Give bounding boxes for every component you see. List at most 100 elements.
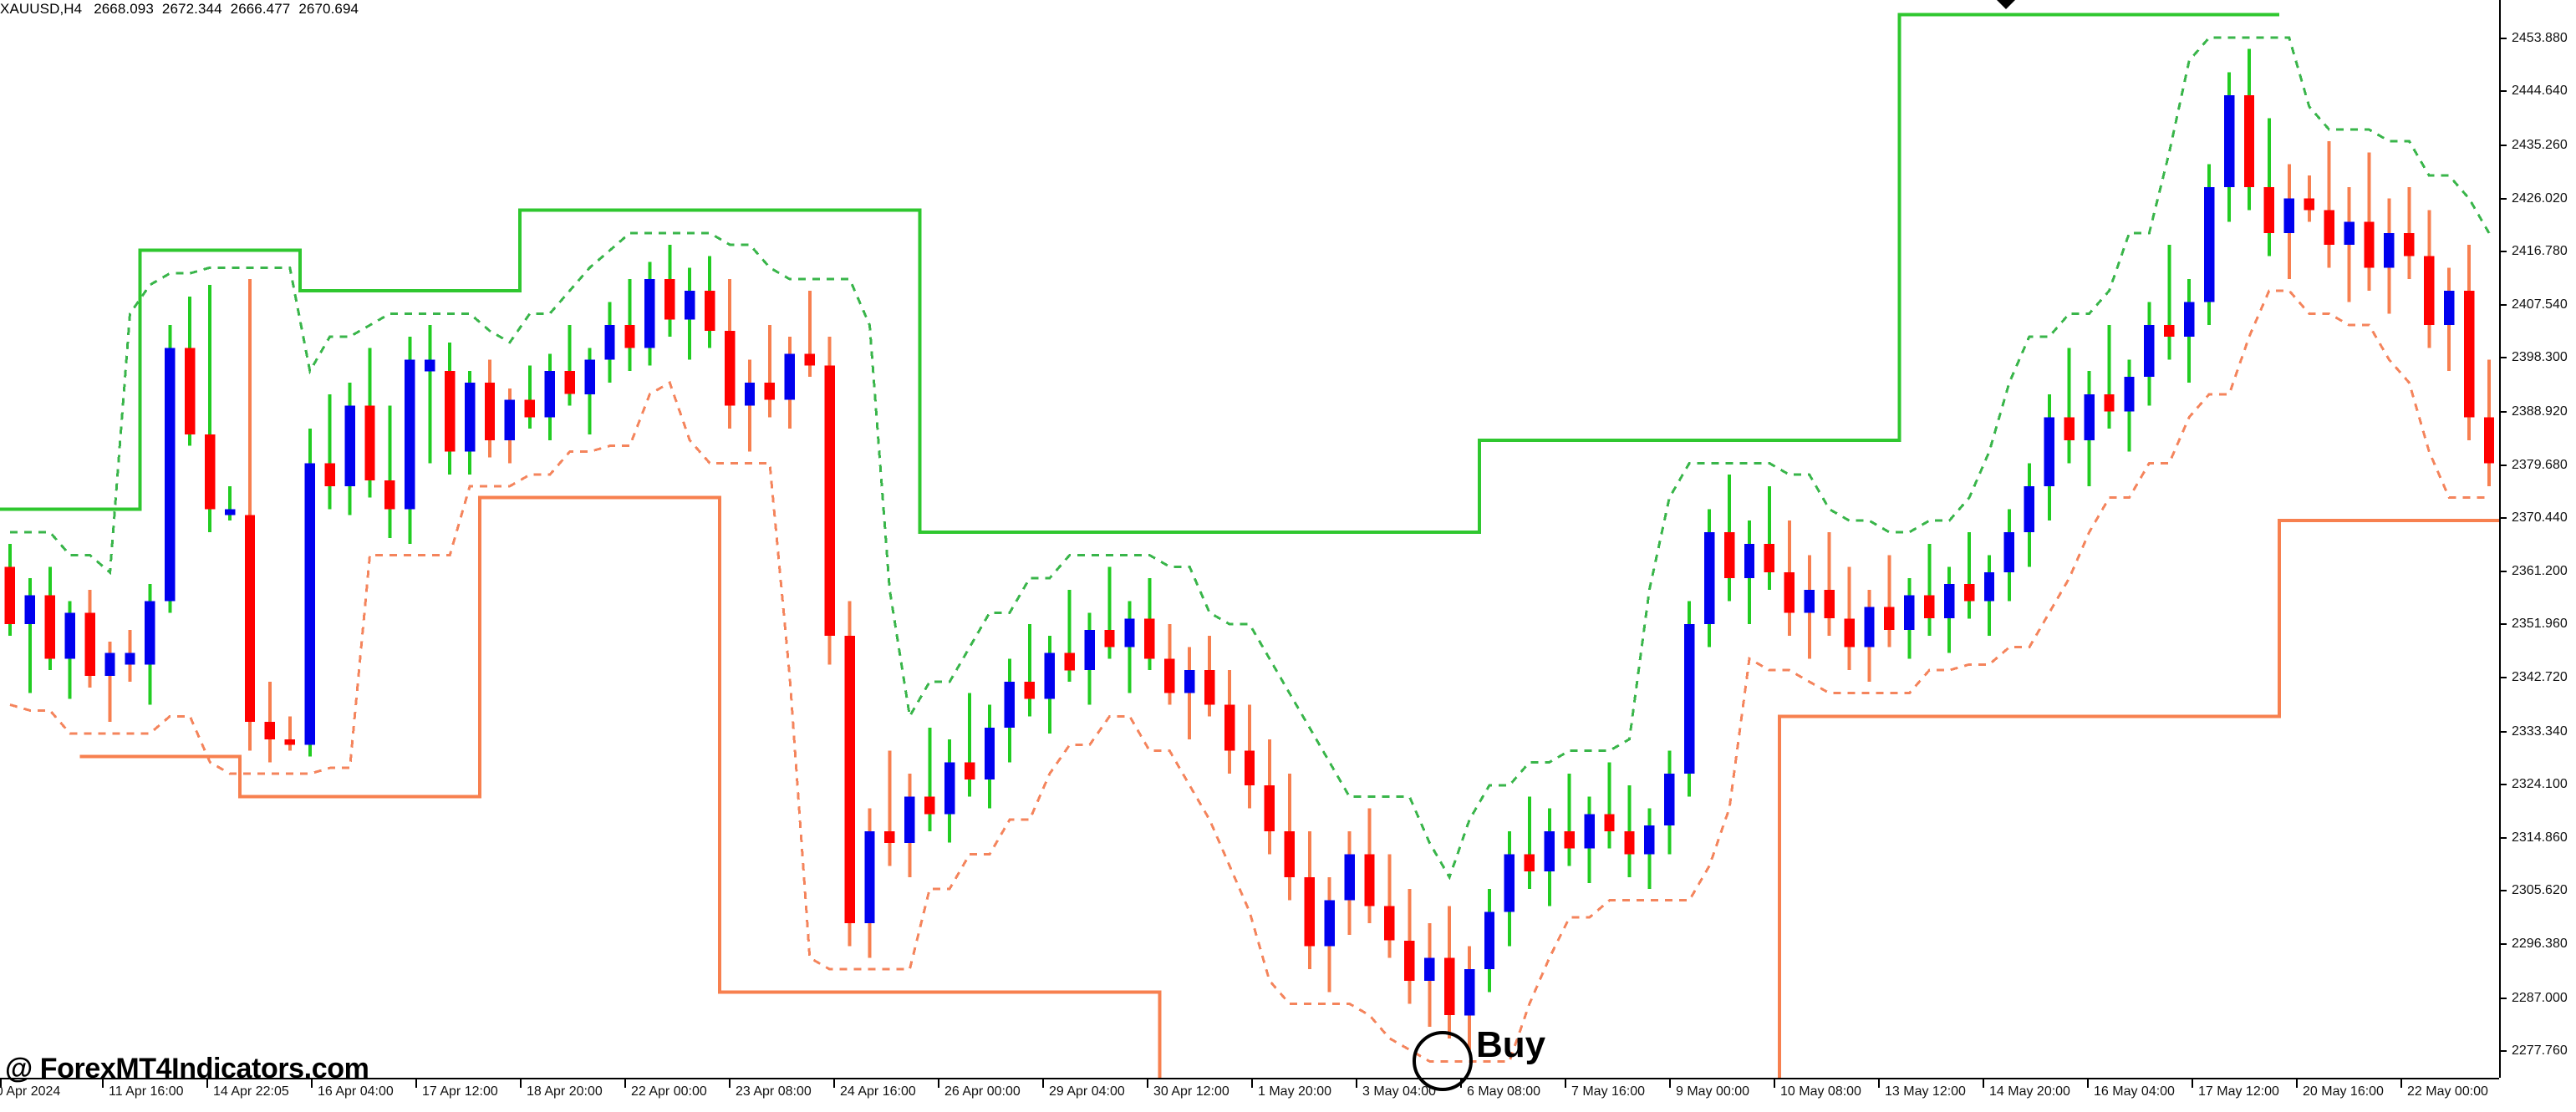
- candle-body-bearish: [1844, 618, 1855, 647]
- quote-close: 2670.694: [298, 1, 359, 17]
- candle-body-bearish: [324, 463, 335, 486]
- price-axis-tick: 2379.680: [2499, 458, 2568, 473]
- candle-body-bearish: [804, 353, 815, 366]
- tick-mark: [1251, 1078, 1253, 1088]
- tick-mark: [2499, 303, 2507, 306]
- time-axis-label: 16 May 04:00: [2094, 1084, 2175, 1099]
- candle-body-bullish: [604, 325, 615, 360]
- tick-mark: [2192, 1078, 2193, 1088]
- indicator-lines: [0, 13, 2499, 1078]
- time-axis-label: 22 May 00:00: [2407, 1084, 2488, 1099]
- tick-mark: [311, 1078, 313, 1088]
- candle-body-bullish: [744, 383, 756, 406]
- tick-mark: [1147, 1078, 1148, 1088]
- tick-mark: [2499, 251, 2507, 253]
- tick-mark: [1042, 1078, 1044, 1088]
- candle-body-bearish: [204, 434, 216, 510]
- candle-body-bullish: [1703, 532, 1715, 625]
- upper-band-dashed: [10, 36, 2491, 881]
- time-axis-label: 30 Apr 12:00: [1153, 1084, 1229, 1099]
- tick-mark: [938, 1078, 939, 1088]
- price-axis-tick: 2296.380: [2499, 937, 2568, 952]
- price-axis-label: 2388.920: [2512, 404, 2568, 419]
- candle-body-bullish: [24, 595, 36, 625]
- price-axis-label: 2277.760: [2512, 1043, 2568, 1059]
- candle-body-bullish: [1344, 854, 1355, 901]
- candle-body-bearish: [84, 612, 95, 677]
- candle-body-bullish: [405, 359, 415, 510]
- time-axis-label: 24 Apr 16:00: [840, 1084, 916, 1099]
- candle-body-bearish: [1164, 658, 1175, 693]
- candle-body-bearish: [1204, 670, 1215, 705]
- candle-body-bearish: [1384, 906, 1395, 941]
- candle-body-bullish: [104, 652, 115, 677]
- price-axis-label: 2444.640: [2512, 84, 2568, 99]
- time-axis[interactable]: 10 Apr 2024 11 Apr 16:00 14 Apr 22:05 16 Ap…: [0, 1078, 2576, 1112]
- time-axis-label: 7 May 16:00: [1571, 1084, 1646, 1099]
- candle-body-bullish: [1804, 589, 1815, 613]
- tick-mark: [0, 1078, 2, 1088]
- candle-body-bearish: [1264, 784, 1275, 831]
- price-axis-label: 2361.200: [2512, 563, 2568, 578]
- candle-body-bullish: [784, 353, 795, 400]
- candle-body-bullish: [1004, 682, 1016, 729]
- candle-body-bullish: [64, 612, 75, 659]
- tick-mark: [206, 1078, 208, 1088]
- candle-body-bullish: [165, 348, 176, 602]
- candle-body-bearish: [664, 279, 675, 320]
- tick-mark: [2296, 1078, 2298, 1088]
- price-axis-tick: 2370.440: [2499, 510, 2568, 526]
- candle-body-bullish: [2003, 532, 2015, 573]
- candle-body-bullish: [2283, 198, 2294, 233]
- symbol-timeframe-label: XAUUSD,H4: [0, 1, 83, 17]
- candle-body-bullish: [2203, 187, 2215, 302]
- candle-body-bearish: [524, 399, 536, 418]
- tick-mark: [415, 1078, 417, 1088]
- cursor-marker-triangle-icon: [1997, 0, 2015, 9]
- candle-body-bearish: [1723, 532, 1735, 579]
- candle-body-bearish: [704, 290, 715, 332]
- candle-body-bullish: [2084, 394, 2095, 440]
- time-axis-label: 9 May 00:00: [1676, 1084, 1750, 1099]
- price-axis-label: 2407.540: [2512, 297, 2568, 312]
- tick-mark: [2499, 1050, 2507, 1053]
- candle-body-bullish: [864, 831, 875, 924]
- time-axis-label: 20 May 16:00: [2303, 1084, 2384, 1099]
- price-axis-tick: 2351.960: [2499, 617, 2568, 632]
- time-axis-label: 10 May 08:00: [1780, 1084, 1861, 1099]
- price-plot-area[interactable]: [0, 12, 2499, 1078]
- candle-body-bullish: [2444, 290, 2455, 326]
- candle-body-bullish: [1184, 670, 1195, 693]
- price-axis-tick: 2287.000: [2499, 991, 2568, 1006]
- candle-body-bullish: [1664, 774, 1675, 826]
- candle-body-bearish: [724, 331, 736, 406]
- tick-mark: [1878, 1078, 1880, 1088]
- price-axis[interactable]: 2453.880 2444.640 2435.260 2426.020 2416.780…: [2499, 0, 2576, 1078]
- price-axis-label: 2426.020: [2512, 190, 2568, 206]
- candle-body-bullish: [1544, 831, 1555, 872]
- candle-body-bearish: [924, 796, 935, 815]
- candle-body-bearish: [1764, 543, 1775, 573]
- quote-bar: XAUUSD,H4 2668.093 2672.344 2666.477 267…: [0, 0, 367, 18]
- time-axis-label: 11 Apr 16:00: [109, 1084, 184, 1099]
- candle-body-bearish: [264, 722, 276, 739]
- candle-body-bearish: [2164, 325, 2175, 337]
- candle-body-bullish: [2024, 485, 2035, 532]
- candle-body-bearish: [1284, 831, 1295, 878]
- price-axis-tick: 2435.260: [2499, 138, 2568, 153]
- price-axis-label: 2342.720: [2512, 670, 2568, 685]
- candle-body-bearish: [4, 566, 16, 625]
- site-watermark: @ ForexMT4Indicators.com: [5, 1053, 369, 1084]
- price-axis-tick: 2333.340: [2499, 724, 2568, 739]
- candle-body-bearish: [2364, 221, 2375, 268]
- price-axis-label: 2370.440: [2512, 510, 2568, 526]
- candle-body-bullish: [504, 399, 516, 440]
- price-axis-tick: 2398.300: [2499, 350, 2568, 365]
- tick-mark: [2400, 1078, 2402, 1088]
- candle-body-bullish: [944, 762, 955, 815]
- price-axis-tick: 2416.780: [2499, 244, 2568, 259]
- candle-body-bullish: [1124, 618, 1135, 647]
- tick-mark: [2499, 997, 2507, 999]
- candle-body-bearish: [1564, 831, 1575, 849]
- candle-body-bearish: [2064, 417, 2075, 440]
